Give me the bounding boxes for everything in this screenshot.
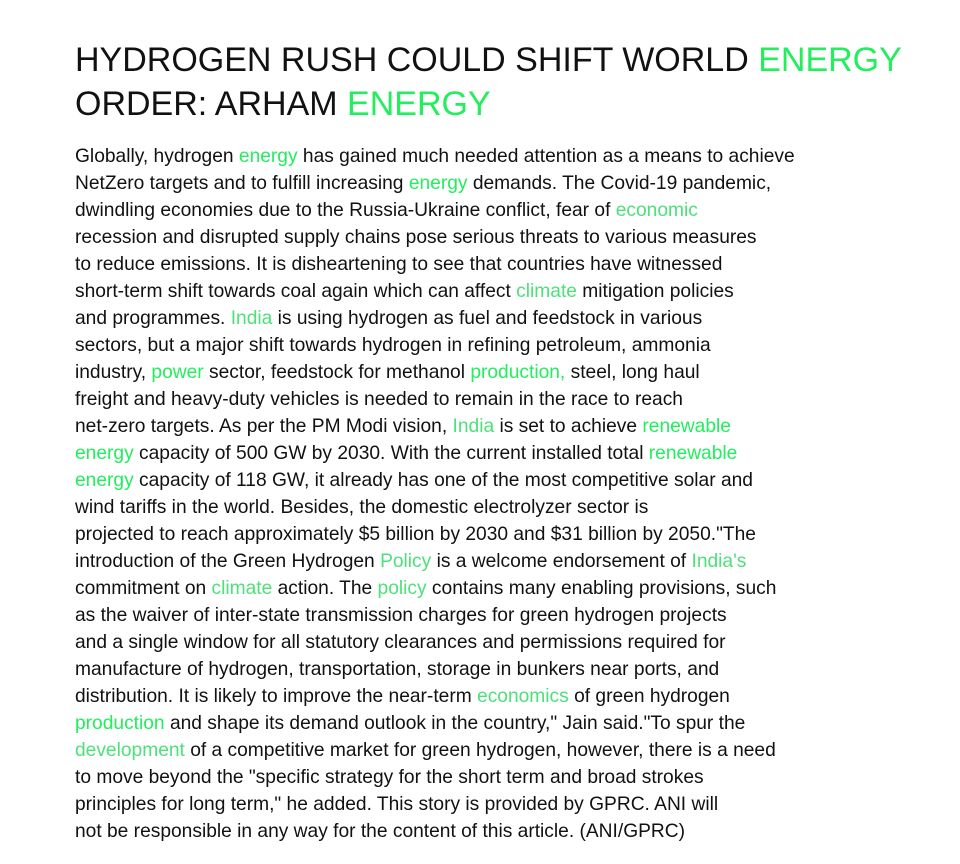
highlighted-keyword: ENERGY <box>347 85 491 123</box>
body-line: energy capacity of 118 GW, it already ha… <box>75 467 945 494</box>
body-line: not be responsible in any way for the co… <box>75 818 945 845</box>
text-segment: of a competitive market for green hydrog… <box>184 740 776 761</box>
highlighted-keyword: energy <box>75 470 134 491</box>
highlighted-keyword: ENERGY <box>758 41 902 79</box>
highlighted-keyword: development <box>75 740 185 761</box>
text-segment: NetZero targets and to fulfill increasin… <box>75 173 409 194</box>
body-line: as the waiver of inter-state transmissio… <box>75 602 945 629</box>
text-segment: is using hydrogen as fuel and feedstock … <box>272 308 703 329</box>
text-segment: to move beyond the "specific strategy fo… <box>75 767 704 788</box>
highlighted-keyword: economic <box>615 200 698 221</box>
text-segment: not be responsible in any way for the co… <box>75 821 686 842</box>
text-segment: capacity of 500 GW by 2030. With the cur… <box>133 443 649 464</box>
body-line: dwindling economies due to the Russia-Uk… <box>75 197 945 224</box>
text-segment: principles for long term," he added. Thi… <box>75 794 719 815</box>
body-line: freight and heavy-duty vehicles is neede… <box>75 386 945 413</box>
text-segment: has gained much needed attention as a me… <box>297 146 795 167</box>
highlighted-keyword: policy <box>377 578 427 599</box>
text-segment: commitment on <box>75 578 212 599</box>
text-segment: is set to achieve <box>494 416 643 437</box>
text-segment: and shape its demand outlook in the coun… <box>164 713 746 734</box>
highlighted-keyword: climate <box>516 281 577 302</box>
text-segment: dwindling economies due to the Russia-Uk… <box>75 200 616 221</box>
text-segment: HYDROGEN RUSH COULD SHIFT WORLD <box>75 41 759 79</box>
body-line: industry, power sector, feedstock for me… <box>75 359 945 386</box>
text-segment: wind tariffs in the world. Besides, the … <box>75 497 649 518</box>
body-line: manufacture of hydrogen, transportation,… <box>75 656 945 683</box>
body-line: Globally, hydrogen energy has gained muc… <box>75 143 945 170</box>
body-line: energy capacity of 500 GW by 2030. With … <box>75 440 945 467</box>
text-segment: distribution. It is likely to improve th… <box>75 686 478 707</box>
text-segment: introduction of the Green Hydrogen <box>75 551 381 572</box>
body-line: to move beyond the "specific strategy fo… <box>75 764 945 791</box>
text-segment: action. The <box>272 578 378 599</box>
body-line: sectors, but a major shift towards hydro… <box>75 332 945 359</box>
highlighted-keyword: production <box>75 713 165 734</box>
text-segment: manufacture of hydrogen, transportation,… <box>75 659 720 680</box>
body-line: distribution. It is likely to improve th… <box>75 683 945 710</box>
body-line: short-term shift towards coal again whic… <box>75 278 945 305</box>
text-segment: freight and heavy-duty vehicles is neede… <box>75 389 683 410</box>
highlighted-keyword: energy <box>408 173 468 194</box>
body-line: net-zero targets. As per the PM Modi vis… <box>75 413 945 440</box>
body-line: NetZero targets and to fulfill increasin… <box>75 170 945 197</box>
headline-line: HYDROGEN RUSH COULD SHIFT WORLD ENERGY <box>75 38 945 82</box>
text-segment: and a single window for all statutory cl… <box>75 632 726 653</box>
highlighted-keyword: energy <box>238 146 298 167</box>
article: HYDROGEN RUSH COULD SHIFT WORLD ENERGY OR… <box>75 38 945 845</box>
text-segment: to reduce emissions. It is disheartening… <box>75 254 723 275</box>
body-line: production and shape its demand outlook … <box>75 710 945 737</box>
text-segment: of green hydrogen <box>568 686 730 707</box>
headline-line: ORDER: ARHAM ENERGY <box>75 82 945 126</box>
highlighted-keyword: Policy <box>380 551 432 572</box>
text-segment: contains many enabling provisions, such <box>426 578 777 599</box>
text-segment: sector, feedstock for methanol <box>203 362 471 383</box>
body-line: commitment on climate action. The policy… <box>75 575 945 602</box>
article-headline: HYDROGEN RUSH COULD SHIFT WORLD ENERGY OR… <box>75 38 945 126</box>
body-line: and a single window for all statutory cl… <box>75 629 945 656</box>
highlighted-keyword: renewable <box>648 443 738 464</box>
body-line: development of a competitive market for … <box>75 737 945 764</box>
highlighted-keyword: India's <box>691 551 747 572</box>
text-segment: ORDER: ARHAM <box>75 85 348 123</box>
highlighted-keyword: economics <box>477 686 569 707</box>
body-line: projected to reach approximately $5 bill… <box>75 521 945 548</box>
text-segment: net-zero targets. As per the PM Modi vis… <box>75 416 453 437</box>
body-line: to reduce emissions. It is disheartening… <box>75 251 945 278</box>
body-line: introduction of the Green Hydrogen Polic… <box>75 548 945 575</box>
article-body: Globally, hydrogen energy has gained muc… <box>75 143 945 845</box>
highlighted-keyword: India <box>230 308 273 329</box>
text-segment: as the waiver of inter-state transmissio… <box>75 605 727 626</box>
text-segment: mitigation policies <box>576 281 734 302</box>
text-segment: and programmes. <box>75 308 231 329</box>
highlighted-keyword: climate <box>211 578 273 599</box>
text-segment: capacity of 118 GW, it already has one o… <box>133 470 753 491</box>
highlighted-keyword: India <box>452 416 495 437</box>
text-segment: sectors, but a major shift towards hydro… <box>75 335 711 356</box>
text-segment: recession and disrupted supply chains po… <box>75 227 757 248</box>
body-line: and programmes. India is using hydrogen … <box>75 305 945 332</box>
body-line: wind tariffs in the world. Besides, the … <box>75 494 945 521</box>
text-segment: steel, long haul <box>565 362 700 383</box>
text-segment: industry, <box>75 362 152 383</box>
text-segment: short-term shift towards coal again whic… <box>75 281 517 302</box>
highlighted-keyword: renewable <box>642 416 731 437</box>
highlighted-keyword: power <box>151 362 204 383</box>
text-segment: is a welcome endorsement of <box>431 551 692 572</box>
text-segment: Globally, hydrogen <box>75 146 239 167</box>
highlighted-keyword: production, <box>470 362 566 383</box>
body-line: principles for long term," he added. Thi… <box>75 791 945 818</box>
body-line: recession and disrupted supply chains po… <box>75 224 945 251</box>
highlighted-keyword: energy <box>75 443 134 464</box>
text-segment: demands. The Covid-19 pandemic, <box>467 173 772 194</box>
text-segment: projected to reach approximately $5 bill… <box>75 524 756 545</box>
